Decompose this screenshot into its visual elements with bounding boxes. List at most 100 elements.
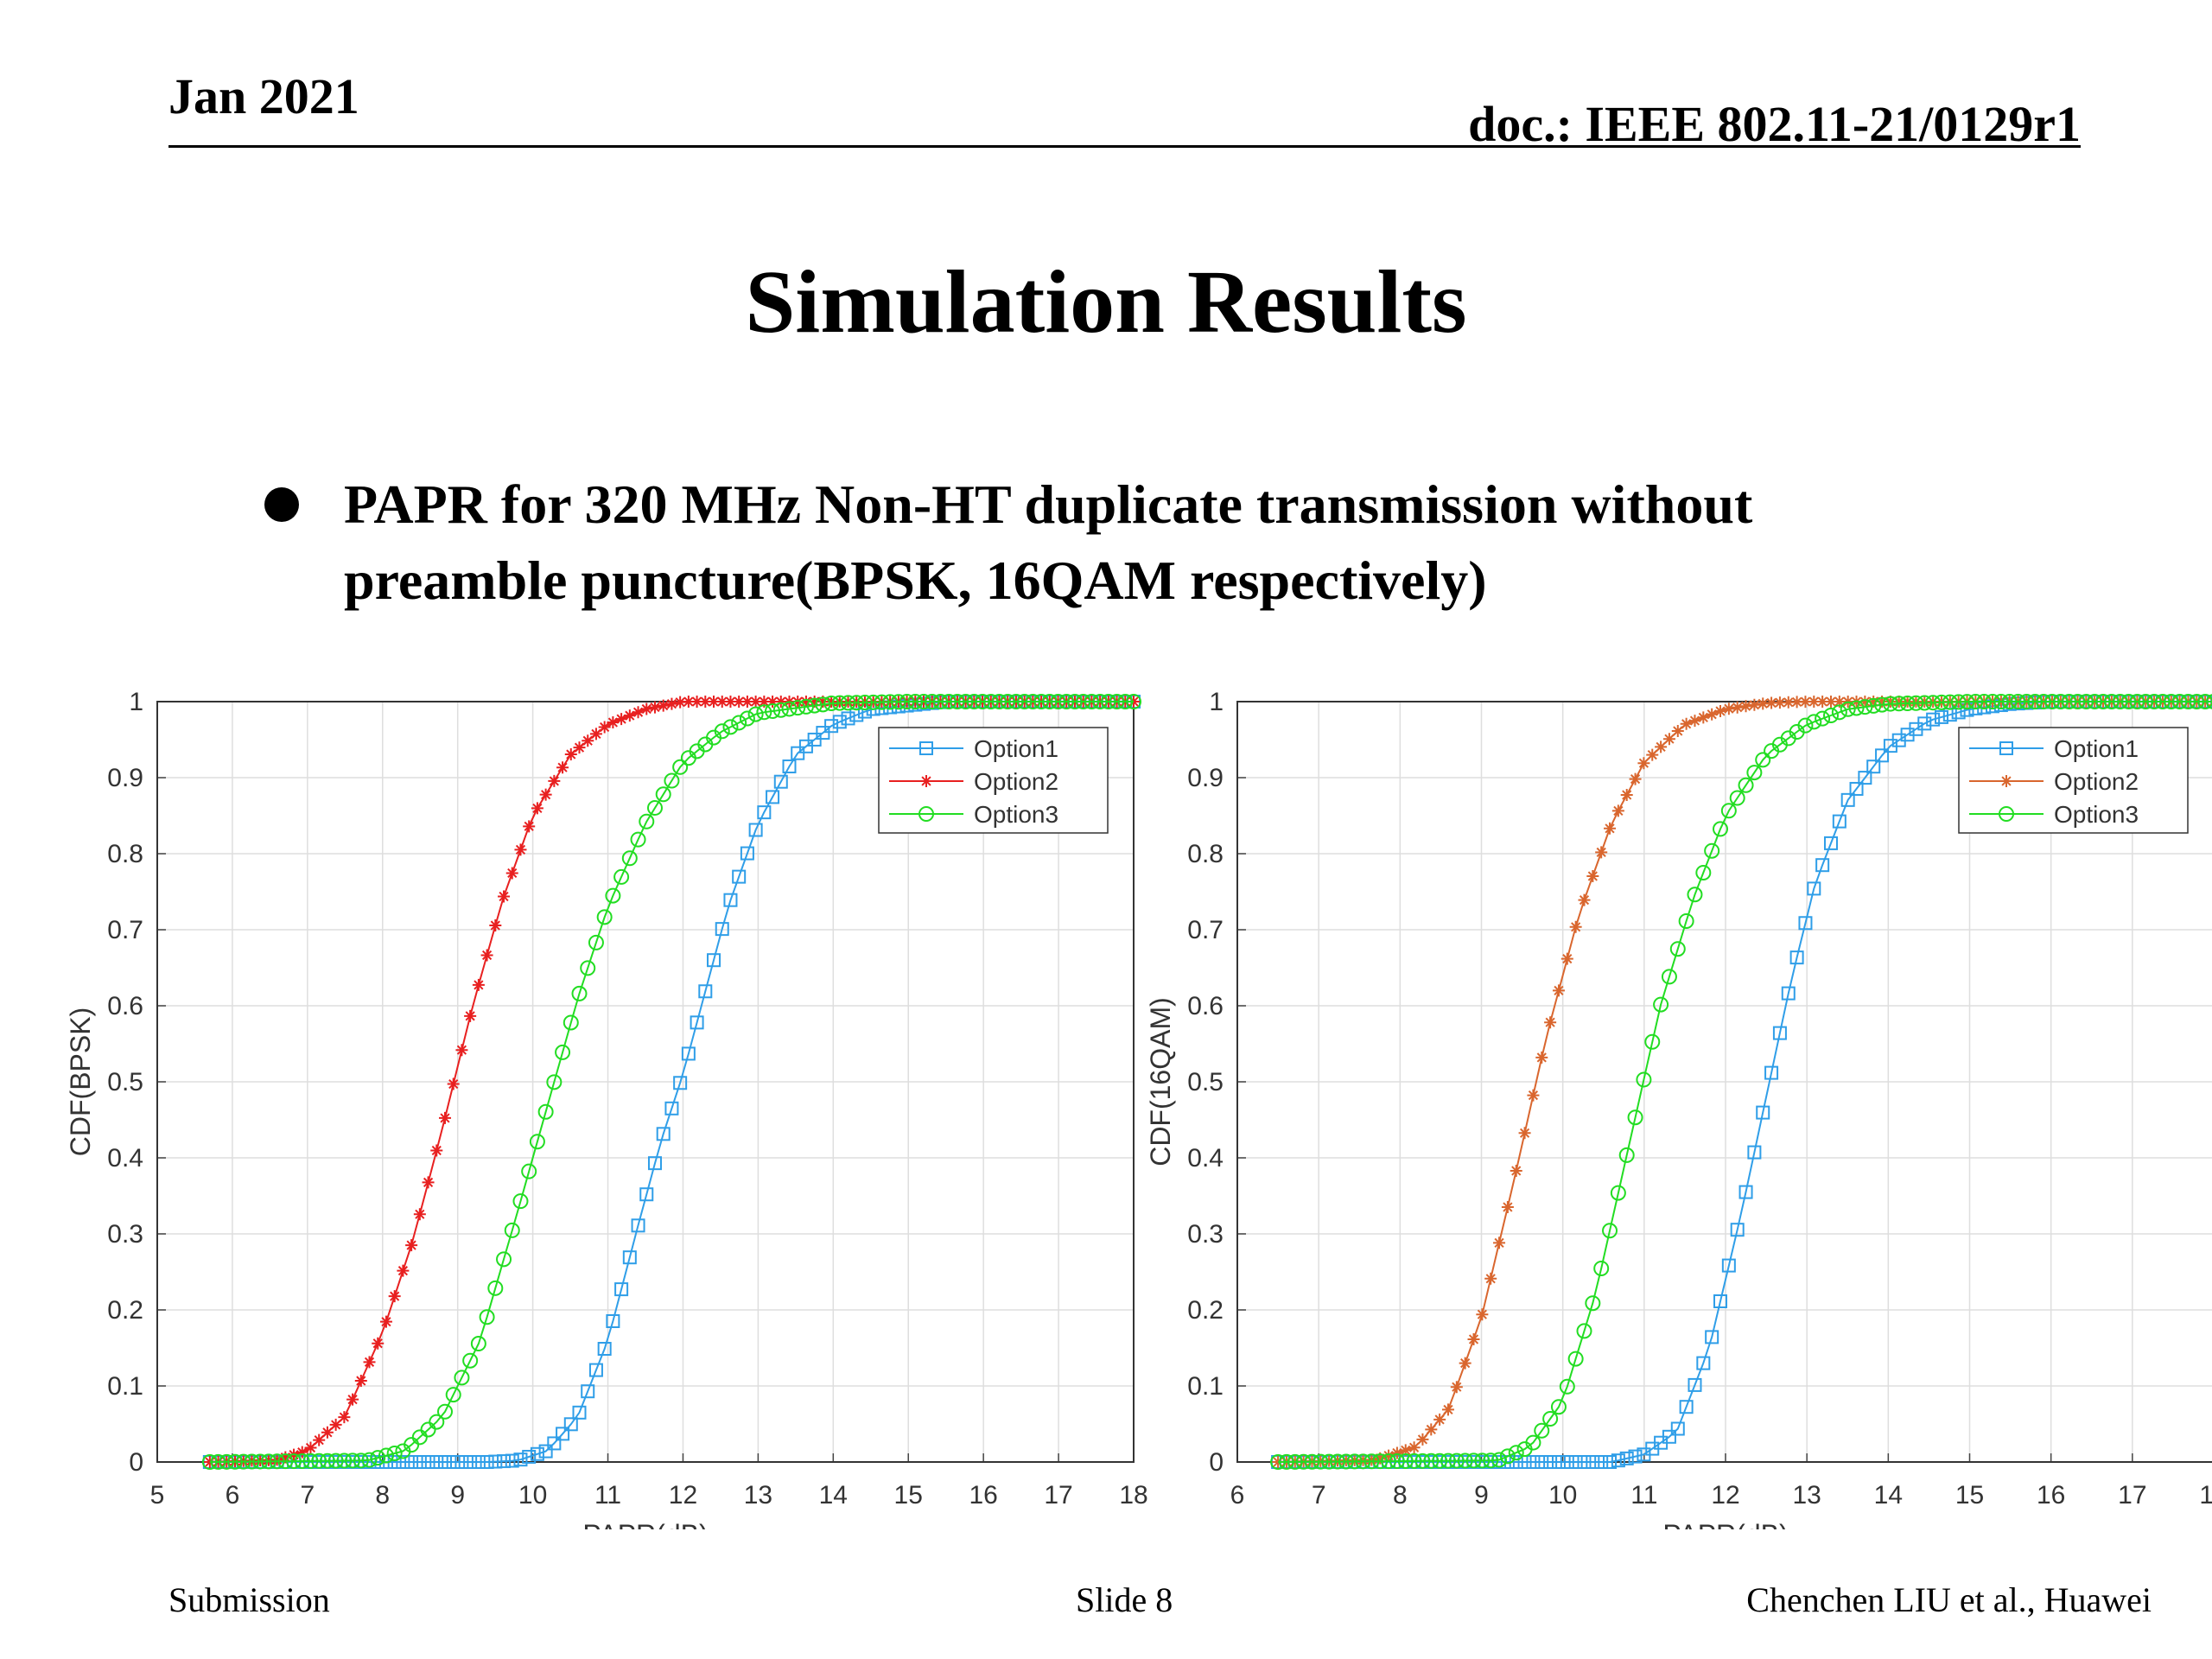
chart0-point-option3 [672,759,689,775]
chart1-point-option3 [1406,1452,1422,1469]
chart0-point-option1 [429,1455,444,1469]
chart0-point-option3 [1025,694,1041,709]
chart1-point-option3 [2112,694,2128,709]
chart0-point-option3 [252,1453,269,1470]
chart1-point-option2 [1382,1449,1395,1462]
chart1-point-option1 [1713,1294,1728,1308]
chart1-point-option2 [1892,696,1905,708]
chart0-point-option3 [1000,694,1016,709]
chart1-point-option2 [1757,697,1770,710]
chart1-point-option2 [1799,696,1812,709]
chart0-point-option2 [640,702,653,715]
chart1-point-option3 [2036,694,2052,709]
chart1-point-option2 [1357,1453,1370,1466]
chart0-point-option3 [537,1103,554,1120]
chart1-point-option2 [1790,696,1803,709]
chart1-point-option3 [1465,1452,1482,1469]
chart0-point-option2 [850,696,863,708]
chart1-x-tick-label: 16 [2037,1481,2065,1510]
chart0-x-tick-label: 9 [450,1481,465,1510]
chart1-point-option2 [1399,1444,1412,1457]
chart0-point-option3 [806,697,823,714]
chart0-point-option3 [1016,694,1033,709]
chart0-point-option2 [799,696,812,708]
chart1-point-option3 [2197,694,2212,709]
chart1-point-option3 [1295,1453,1312,1470]
chart0-point-option3 [664,772,680,789]
chart0-point-option3 [411,1429,428,1446]
chart1-point-option2 [1535,1051,1548,1064]
chart0-point-option3 [404,1437,420,1453]
chart0-point-option2 [607,716,620,729]
chart1-point-option3 [1313,1453,1329,1470]
chart1-point-option3 [1950,694,1967,710]
chart0-point-option3 [722,719,739,735]
chart1-point-option1 [1832,814,1847,829]
chart1-point-option3 [1559,1378,1575,1395]
chart0-point-option1 [631,1218,645,1233]
chart0-point-option1 [522,1449,537,1464]
chart0-point-option1 [488,1454,503,1469]
chart0-point-option3 [639,813,655,830]
chart0-point-option1 [572,1405,587,1420]
chart0-point-option3 [1075,694,1091,709]
chart1-point-option3 [1508,1445,1524,1461]
chart0-point-option3 [739,710,755,727]
chart1-point-option3 [1942,694,1958,710]
chart0-point-option1 [421,1455,435,1469]
chart0-point-option3 [991,694,1007,709]
chart1-point-option1 [1662,1429,1676,1444]
chart0-point-option3 [420,1421,436,1438]
chart0-point-option2 [262,1453,275,1466]
chart0-point-option3 [563,1014,579,1031]
chart0-point-option3 [302,1452,319,1469]
chart0-point-option1 [471,1455,486,1469]
chart1-legend-marker [1999,741,2013,755]
chart1-y-axis-label: CDF(16QAM) [1145,997,1176,1166]
chart0-point-option3 [201,1454,218,1470]
chart0-point-option1 [454,1455,469,1469]
chart0-point-option2 [733,696,746,708]
chart1-point-option3 [2129,694,2145,709]
chart1-point-option3 [2138,694,2154,709]
chart0-point-option3 [571,985,588,1001]
chart1-point-option2 [1739,700,1752,713]
chart0-point-option2 [363,1356,376,1369]
chart1-point-option1 [1628,1449,1643,1464]
chart0-point-option2 [615,713,628,726]
chart1-point-option2 [1433,1413,1446,1426]
chart0-point-option3 [294,1452,310,1469]
chart1-point-option3 [1550,1399,1567,1415]
chart0-point-option2 [749,696,762,708]
chart1-point-option2 [1527,1089,1540,1102]
chart1-point-option3 [1976,694,1993,709]
chart1-point-option1 [1789,950,1804,965]
chart1-point-option1 [1772,1026,1787,1040]
chart1-point-option2 [1510,1165,1522,1177]
chart0-point-option1 [690,1015,704,1030]
chart1-y-tick-label: 0.7 [1187,916,1224,944]
chart0-point-option2 [413,1208,426,1221]
chart0-point-option3 [874,694,890,710]
chart0-point-option2 [455,1044,468,1057]
chart1-point-option2 [1884,696,1897,708]
chart0-x-tick-label: 18 [1119,1481,1147,1510]
chart0-point-option3 [1041,694,1058,709]
chart0-point-option3 [765,703,781,720]
chart0-point-option3 [646,800,663,817]
chart1-point-option2 [1680,717,1693,730]
chart0-point-option3 [1050,694,1066,709]
chart0-point-option2 [329,1418,342,1431]
chart0-point-option3 [840,695,856,711]
chart1-x-tick-label: 10 [1548,1481,1577,1510]
chart0-point-option3 [1109,694,1125,709]
chart1-point-option1 [1603,1455,1618,1469]
chart0-point-option2 [338,1411,351,1424]
chart1-point-option2 [1655,741,1668,753]
chart1-point-option2 [1390,1446,1403,1459]
chart1-point-option2 [1484,1272,1497,1285]
chart1-point-option2 [1365,1453,1378,1466]
chart1-point-option3 [1704,842,1720,859]
chart1-x-tick-label: 15 [1955,1481,1984,1510]
chart1-point-option3 [1985,694,2001,709]
